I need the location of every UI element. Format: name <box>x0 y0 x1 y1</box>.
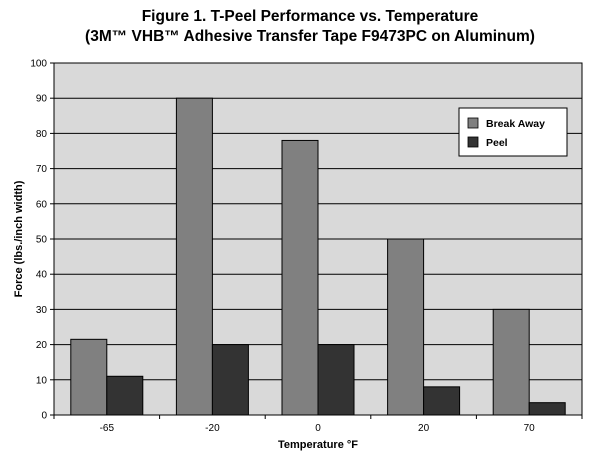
legend-label-break-away: Break Away <box>486 118 545 130</box>
x-tick-label: 20 <box>418 423 430 434</box>
x-tick-label: 0 <box>315 423 321 434</box>
legend-swatch-peel <box>467 136 479 148</box>
chart-subtitle: (3M™ VHB™ Adhesive Transfer Tape F9473PC… <box>85 28 535 45</box>
bar-peel <box>317 344 355 416</box>
bar-peel <box>106 375 144 416</box>
legend-label-peel: Peel <box>486 137 508 149</box>
y-axis-label: Force (lbs./inch width) <box>13 180 25 297</box>
bar-break-away <box>492 308 530 416</box>
y-tick-label: 60 <box>36 199 48 210</box>
y-tick-label: 30 <box>36 305 48 316</box>
legend: Break Away Peel <box>458 107 568 157</box>
y-tick-label: 70 <box>36 164 48 175</box>
bar-peel <box>211 344 249 416</box>
chart-title: Figure 1. T-Peel Performance vs. Tempera… <box>142 8 479 25</box>
y-tick-label: 100 <box>30 59 47 70</box>
bar-break-away <box>387 238 425 416</box>
x-axis-label: Temperature °F <box>278 439 358 451</box>
y-tick-label: 40 <box>36 270 48 281</box>
x-tick-label: 70 <box>524 423 536 434</box>
y-tick-label: 10 <box>36 375 48 386</box>
x-tick-label: -20 <box>205 423 220 434</box>
bar-peel <box>528 402 566 416</box>
y-tick-label: 90 <box>36 94 48 105</box>
y-tick-label: 0 <box>41 411 47 422</box>
x-tick-label: -65 <box>100 423 115 434</box>
legend-box <box>458 107 568 157</box>
bars <box>70 97 566 416</box>
bar-peel <box>423 386 461 416</box>
x-axis-ticks: -65 -20 0 20 70 <box>53 415 583 434</box>
y-axis-ticks: 0 10 20 30 40 50 60 70 80 90 100 <box>30 59 54 422</box>
y-tick-label: 20 <box>36 340 48 351</box>
y-tick-label: 80 <box>36 129 48 140</box>
bar-break-away <box>281 139 319 416</box>
bar-break-away <box>70 338 108 416</box>
bar-break-away <box>175 97 213 416</box>
y-tick-label: 50 <box>36 235 48 246</box>
legend-swatch-break-away <box>467 117 479 129</box>
